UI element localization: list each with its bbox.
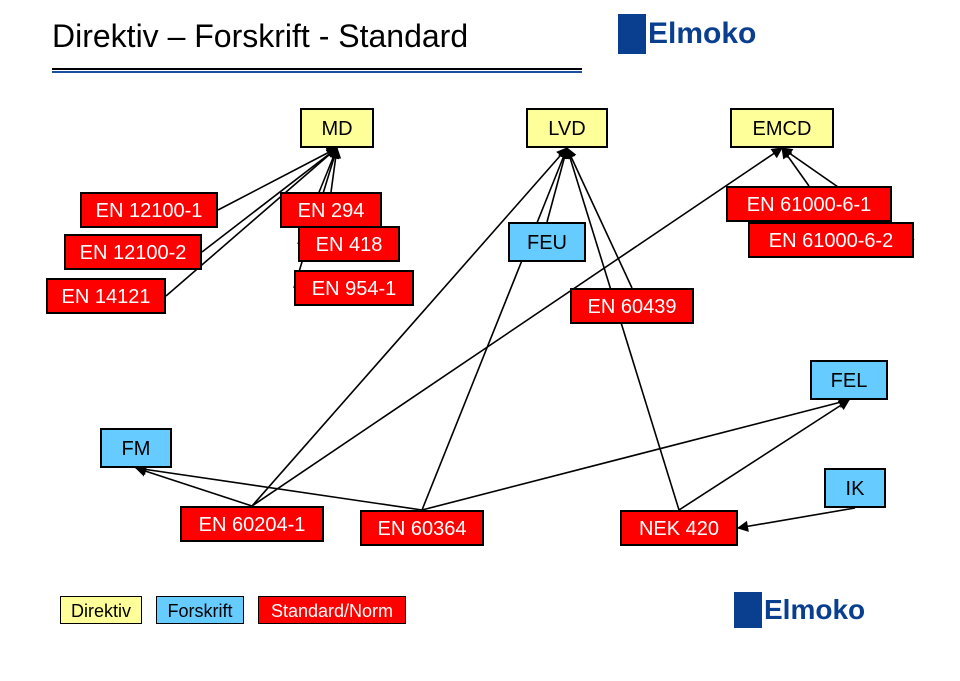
- title-rule-top: [52, 68, 582, 70]
- node-en60204_1: EN 60204-1: [180, 506, 324, 542]
- title-rule-bottom: [52, 71, 582, 73]
- legend-direktiv: Direktiv: [60, 596, 142, 624]
- node-en14121: EN 14121: [46, 278, 166, 314]
- node-en294: EN 294: [280, 192, 382, 228]
- edge-layer: [0, 0, 960, 681]
- edge-feu-to-lvd: [547, 148, 567, 222]
- node-en60364: EN 60364: [360, 510, 484, 546]
- node-en418: EN 418: [298, 226, 400, 262]
- edge-en60204_1-to-fm: [136, 468, 252, 506]
- edge-ik-to-nek420: [738, 508, 855, 528]
- node-en12100_1: EN 12100-1: [80, 192, 218, 228]
- node-lvd: LVD: [526, 108, 608, 148]
- node-en61000_2: EN 61000-6-2: [748, 222, 914, 258]
- logo-bar-icon: [618, 14, 646, 54]
- elmoko-logo: Elmoko: [618, 14, 756, 54]
- node-fm: FM: [100, 428, 172, 468]
- elmoko-logo-1: Elmoko: [734, 592, 865, 628]
- edge-en61000_1-to-emcd: [782, 148, 809, 186]
- node-fel: FEL: [810, 360, 888, 400]
- logo-text: Elmoko: [764, 594, 865, 626]
- edge-en60364-to-fel: [422, 400, 849, 510]
- edge-en60364-to-fm: [136, 468, 422, 510]
- node-feu: FEU: [508, 222, 586, 262]
- node-emcd: EMCD: [730, 108, 834, 148]
- page-title: Direktiv – Forskrift - Standard: [52, 18, 468, 55]
- logo-text: Elmoko: [648, 17, 756, 51]
- node-ik: IK: [824, 468, 886, 508]
- edge-en294-to-md: [331, 148, 337, 192]
- legend-forskrift: Forskrift: [156, 596, 244, 624]
- logo-bar-icon: [734, 592, 762, 628]
- node-nek420: NEK 420: [620, 510, 738, 546]
- node-en12100_2: EN 12100-2: [64, 234, 202, 270]
- node-en954_1: EN 954-1: [294, 270, 414, 306]
- node-en60439: EN 60439: [570, 288, 694, 324]
- node-md: MD: [300, 108, 374, 148]
- node-en61000_1: EN 61000-6-1: [726, 186, 892, 222]
- edge-en60439-to-lvd: [567, 148, 632, 288]
- legend-standard: Standard/Norm: [258, 596, 406, 624]
- edge-en60364-to-lvd: [422, 148, 567, 510]
- edge-nek420-to-lvd: [567, 148, 679, 510]
